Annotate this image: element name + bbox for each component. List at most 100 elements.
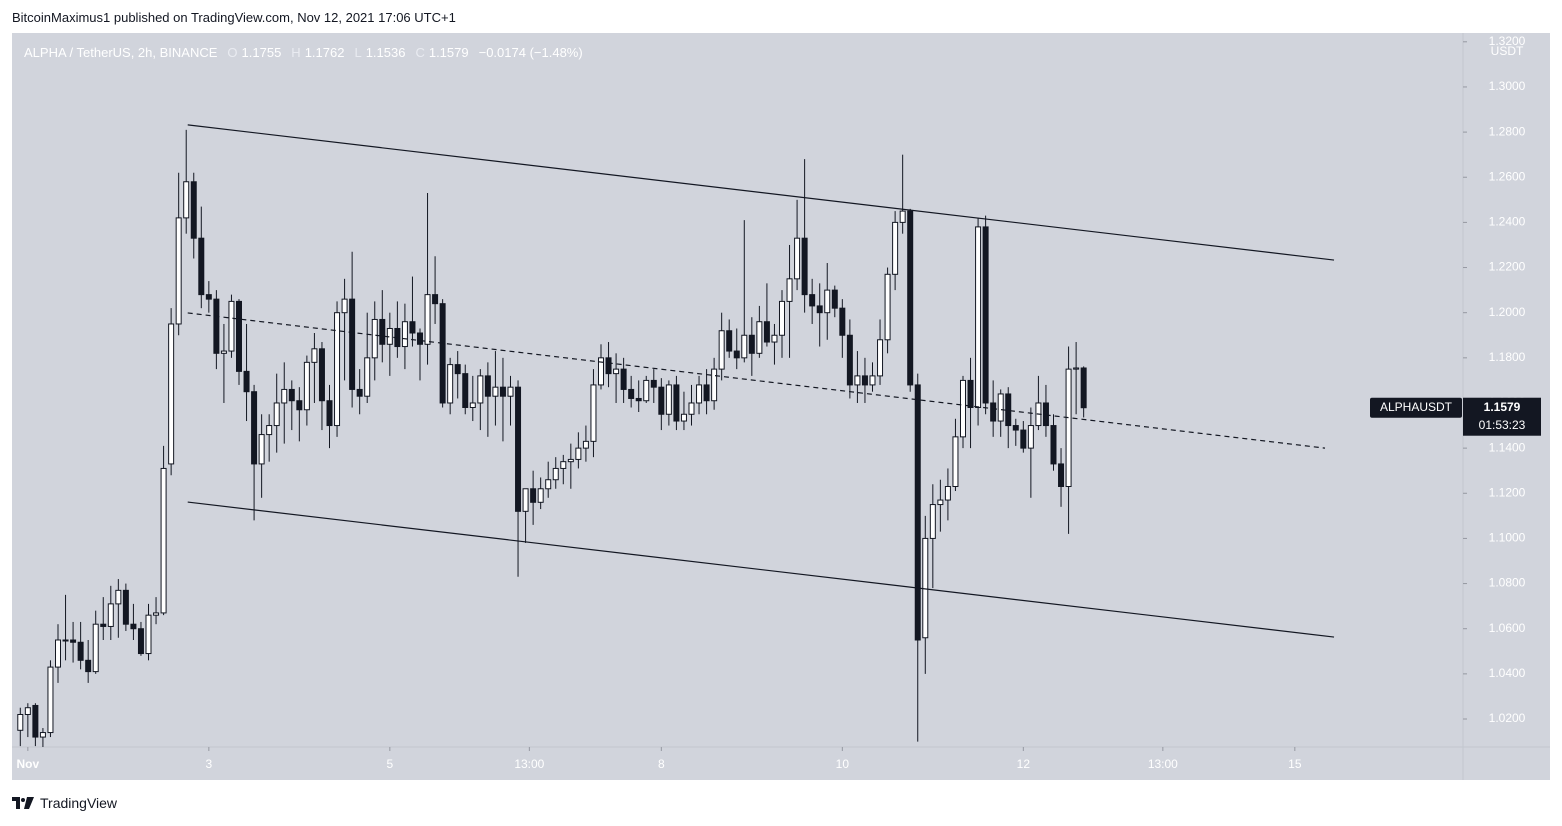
candle-body [613, 368, 620, 375]
y-tick-label: 1.1200 [1489, 485, 1526, 499]
candle-body [477, 375, 484, 404]
candle-body [153, 612, 160, 616]
footer: TradingView [12, 795, 117, 811]
candle-body [205, 294, 212, 300]
candle-body [1042, 402, 1049, 427]
candle-body [944, 486, 951, 501]
candle-body [424, 294, 431, 345]
ohlc-value: 1.1762 [304, 45, 345, 60]
candle-body [326, 400, 333, 427]
trend-line [187, 312, 1326, 449]
candle-body [198, 237, 205, 296]
candle-body [658, 386, 665, 415]
candle-body [39, 732, 46, 738]
y-tick-label: 1.3200 [1489, 34, 1526, 48]
candle-body [643, 379, 650, 402]
y-tick-label: 1.2200 [1489, 260, 1526, 274]
candle-body [62, 639, 69, 642]
candle-body [884, 273, 891, 341]
y-tick-label: 1.1000 [1489, 531, 1526, 545]
y-tick-label: 1.0800 [1489, 576, 1526, 590]
candle-body [854, 375, 861, 386]
candle-body [251, 391, 258, 465]
candle-body [665, 384, 672, 415]
brand: TradingView [40, 795, 118, 811]
candle-body [137, 628, 144, 655]
candle-body [839, 307, 846, 336]
candle-body [1065, 368, 1072, 488]
candle-body [530, 488, 537, 503]
candle-body [794, 237, 801, 280]
candle-body [922, 537, 929, 639]
trend-line [187, 124, 1335, 261]
candle-body [341, 298, 348, 314]
candle-body [733, 350, 740, 359]
candle-body [371, 318, 378, 359]
candle-body [959, 379, 966, 438]
candle-body [401, 321, 408, 348]
candle-body [892, 221, 899, 275]
x-tick-label: 13:00 [514, 757, 544, 771]
symbol-title: ALPHA / TetherUS, 2h, BINANCE [24, 45, 218, 60]
candle-body [982, 226, 989, 404]
candle-body [24, 707, 31, 715]
symbol-tag [1370, 397, 1462, 418]
y-tick-label: 1.1800 [1489, 350, 1526, 364]
candle-body [243, 370, 250, 393]
candle-body [907, 210, 914, 386]
candle-body [763, 321, 770, 343]
x-tick-label: Nov [17, 757, 40, 771]
candle-body [122, 589, 129, 625]
candle-body [688, 402, 695, 415]
candle-body [952, 436, 959, 488]
candle-body [77, 641, 84, 661]
candle-body [711, 368, 718, 402]
candle-body [416, 332, 423, 345]
price-tag-label: 1.1579 [1484, 400, 1521, 414]
candle-body [914, 384, 921, 641]
candle-body [522, 488, 529, 512]
candle-body [861, 375, 868, 386]
candle-body [32, 704, 39, 738]
attribution: BitcoinMaximus1 published on TradingView… [12, 10, 456, 25]
x-tick-label: 15 [1288, 757, 1302, 771]
candle-body [673, 384, 680, 422]
y-tick-label: 1.2600 [1489, 169, 1526, 183]
candle-body [997, 393, 1004, 422]
candle-body [55, 639, 62, 668]
candle-body [680, 413, 687, 422]
candle-body [824, 289, 831, 314]
trend-line [187, 501, 1335, 638]
candle-body [545, 479, 552, 490]
candle-body [183, 181, 190, 219]
ohlc-value: 1.1755 [241, 45, 282, 60]
candle-body [266, 425, 273, 436]
y-tick-label: 1.3000 [1489, 79, 1526, 93]
candle-body [507, 386, 514, 397]
candle-body [801, 237, 808, 296]
candle-body [115, 589, 122, 605]
candle-body [877, 339, 884, 377]
candle-body [213, 298, 220, 354]
candle-body [281, 388, 288, 404]
candle-body [190, 181, 197, 239]
logo [12, 797, 34, 809]
candle-body [1012, 425, 1019, 431]
candle-body [975, 226, 982, 408]
candle-body [756, 321, 763, 354]
chart-background [12, 33, 1550, 780]
candle-body [869, 375, 876, 386]
candle-body [899, 210, 906, 223]
candle-body [635, 397, 642, 402]
x-tick-label: 3 [205, 757, 212, 771]
candle-body [1020, 429, 1027, 449]
candle-body [311, 348, 318, 363]
candle-body [816, 305, 823, 314]
price-unit: USDT [1491, 44, 1524, 58]
candle-body [846, 334, 853, 386]
candle-body [334, 312, 341, 427]
x-tick-label: 10 [836, 757, 850, 771]
candle-body [469, 402, 476, 408]
